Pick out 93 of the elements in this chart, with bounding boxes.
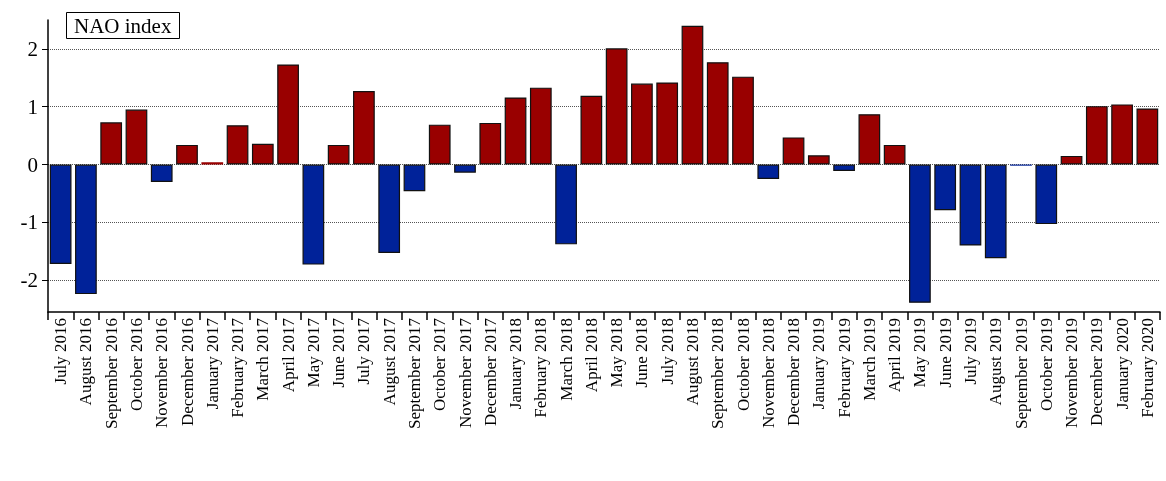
bar bbox=[150, 164, 173, 182]
bar bbox=[125, 109, 148, 165]
bar bbox=[277, 64, 299, 165]
x-tick-label: November 2019 bbox=[1062, 318, 1082, 429]
bar bbox=[1035, 164, 1058, 225]
x-tick-label: July 2019 bbox=[960, 318, 980, 385]
bar bbox=[909, 164, 931, 303]
bar bbox=[201, 162, 224, 165]
x-tick-label: October 2016 bbox=[126, 318, 146, 412]
x-tick-label: September 2019 bbox=[1011, 318, 1031, 429]
x-tick-label: July 2016 bbox=[51, 318, 71, 385]
x-tick-label: October 2017 bbox=[430, 317, 450, 412]
bar bbox=[555, 164, 577, 245]
bar bbox=[656, 82, 679, 165]
x-tick-label: April 2017 bbox=[278, 317, 298, 393]
x-tick-label: February 2020 bbox=[1137, 318, 1157, 418]
y-tick-label: 2 bbox=[27, 36, 38, 61]
x-tick-label: December 2017 bbox=[480, 317, 500, 427]
x-tick-label: August 2016 bbox=[76, 318, 96, 406]
x-tick-label: March 2018 bbox=[556, 318, 576, 401]
bar bbox=[580, 95, 603, 165]
bar bbox=[403, 164, 426, 192]
bar bbox=[428, 124, 451, 165]
bar bbox=[959, 164, 982, 246]
bar bbox=[807, 155, 830, 165]
bar bbox=[479, 122, 502, 165]
x-tick-label: January 2017 bbox=[202, 317, 222, 410]
x-tick-label: August 2018 bbox=[682, 318, 702, 406]
bar bbox=[251, 143, 274, 165]
bar bbox=[176, 144, 198, 165]
bar bbox=[454, 164, 476, 173]
bar bbox=[757, 164, 780, 180]
chart-title: NAO index bbox=[74, 13, 172, 38]
x-tick-label: November 2018 bbox=[758, 318, 778, 429]
y-tick-label: -1 bbox=[20, 210, 38, 235]
bar bbox=[631, 83, 653, 165]
bar bbox=[226, 125, 249, 165]
bar bbox=[605, 48, 628, 165]
x-tick-label: April 2018 bbox=[581, 318, 601, 393]
x-tick-label: January 2020 bbox=[1112, 318, 1132, 410]
bar bbox=[378, 164, 401, 254]
x-tick-label: March 2019 bbox=[859, 318, 879, 401]
x-tick-label: February 2017 bbox=[228, 317, 248, 418]
bar bbox=[681, 25, 704, 165]
bar bbox=[1060, 155, 1083, 165]
bar bbox=[984, 164, 1007, 259]
bar bbox=[504, 97, 527, 165]
bar bbox=[1085, 106, 1108, 165]
x-tick-label: February 2019 bbox=[834, 318, 854, 418]
y-tick-label: 1 bbox=[27, 94, 38, 119]
bar bbox=[706, 62, 729, 165]
bar bbox=[883, 144, 906, 165]
x-tick-label: May 2017 bbox=[303, 317, 323, 388]
x-tick-label: June 2019 bbox=[935, 318, 955, 388]
x-tick-label: October 2019 bbox=[1036, 318, 1056, 412]
bar bbox=[353, 91, 375, 165]
x-tick-label: October 2018 bbox=[733, 318, 753, 412]
bar bbox=[529, 87, 552, 165]
bar bbox=[782, 137, 805, 165]
x-tick-label: February 2018 bbox=[531, 318, 551, 418]
x-tick-label: April 2019 bbox=[885, 318, 905, 393]
x-tick-label: September 2016 bbox=[101, 318, 121, 429]
bar bbox=[1111, 104, 1133, 165]
y-tick-label: 0 bbox=[27, 152, 38, 177]
bar bbox=[732, 76, 754, 165]
bar bbox=[858, 114, 881, 165]
bar bbox=[302, 164, 325, 265]
x-tick-label: August 2017 bbox=[379, 317, 399, 406]
x-tick-label: September 2017 bbox=[404, 317, 424, 429]
x-tick-label: September 2018 bbox=[708, 318, 728, 429]
x-tick-label: January 2019 bbox=[809, 318, 829, 410]
x-tick-label: May 2019 bbox=[910, 318, 930, 388]
bar bbox=[934, 164, 957, 211]
x-tick-label: December 2018 bbox=[784, 318, 804, 427]
x-tick-label: November 2016 bbox=[152, 318, 172, 429]
x-tick-label: March 2017 bbox=[253, 317, 273, 401]
x-tick-label: December 2019 bbox=[1087, 318, 1107, 427]
x-tick-label: January 2018 bbox=[506, 318, 526, 410]
x-tick-label: August 2019 bbox=[986, 318, 1006, 406]
x-tick-label: December 2016 bbox=[177, 318, 197, 427]
x-tick-label: May 2018 bbox=[607, 318, 627, 388]
bar bbox=[75, 164, 97, 295]
bar bbox=[833, 164, 855, 171]
bar bbox=[1136, 108, 1159, 165]
x-tick-label: June 2017 bbox=[329, 317, 349, 388]
x-tick-label: July 2018 bbox=[657, 318, 677, 385]
x-tick-label: November 2017 bbox=[455, 317, 475, 429]
bar bbox=[100, 122, 123, 165]
bar bbox=[327, 144, 350, 165]
x-tick-label: June 2018 bbox=[632, 318, 652, 388]
x-tick-label: July 2017 bbox=[354, 317, 374, 385]
y-tick-label: -2 bbox=[20, 268, 38, 293]
bar bbox=[49, 164, 72, 265]
